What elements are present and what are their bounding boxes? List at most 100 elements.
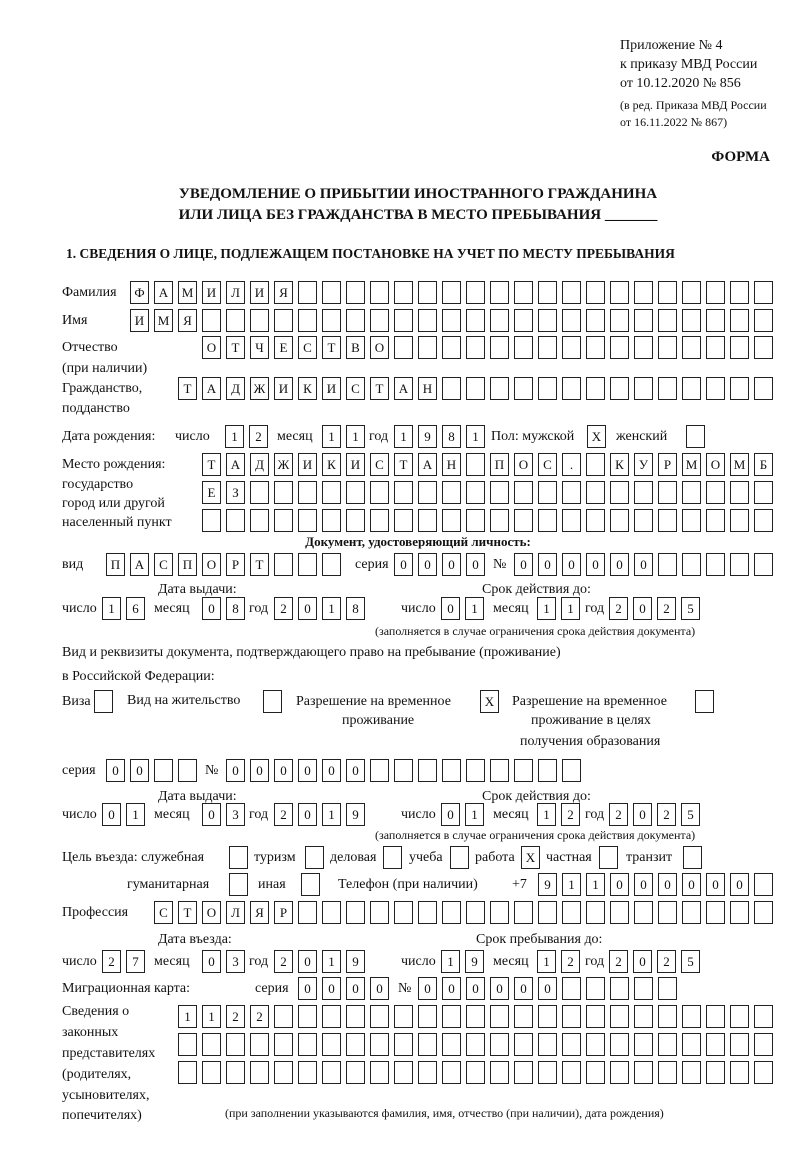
surname-char-box[interactable]: Ф (130, 281, 149, 304)
stay-year-char-box[interactable]: 5 (681, 950, 700, 973)
birthplace-char-box[interactable] (466, 453, 485, 476)
name-char-box[interactable] (250, 309, 269, 332)
residence-permit-checkbox[interactable] (263, 690, 282, 713)
name-char-box[interactable] (754, 309, 773, 332)
stay-expiry-day-char-box[interactable]: 0 (441, 803, 460, 826)
profession-char-box[interactable] (538, 901, 557, 924)
representatives-char-box[interactable] (394, 1061, 413, 1084)
surname-char-box[interactable] (658, 281, 677, 304)
phone-char-box[interactable]: 1 (562, 873, 581, 896)
issue-day-char-box[interactable]: 1 (102, 597, 121, 620)
citizenship-char-box[interactable]: Н (418, 377, 437, 400)
patronymic-char-box[interactable]: Т (322, 336, 341, 359)
profession-char-box[interactable] (466, 901, 485, 924)
doc-type-char-box[interactable]: Р (226, 553, 245, 576)
birthplace-char-box[interactable] (298, 509, 317, 532)
representatives-char-box[interactable] (466, 1033, 485, 1056)
purpose-tourism-checkbox[interactable] (305, 846, 324, 869)
doc-number-char-box[interactable] (658, 553, 677, 576)
entry-month-char-box[interactable]: 0 (202, 950, 221, 973)
surname-char-box[interactable] (514, 281, 533, 304)
citizenship-char-box[interactable]: Д (226, 377, 245, 400)
migration-series-char-box[interactable]: 0 (370, 977, 389, 1000)
citizenship-char-box[interactable] (730, 377, 749, 400)
citizenship-char-box[interactable] (634, 377, 653, 400)
migration-series-char-box[interactable]: 0 (322, 977, 341, 1000)
surname-char-box[interactable] (442, 281, 461, 304)
migration-number-char-box[interactable]: 0 (418, 977, 437, 1000)
representatives-char-box[interactable] (730, 1005, 749, 1028)
birthplace-char-box[interactable] (298, 481, 317, 504)
representatives-char-box[interactable] (586, 1005, 605, 1028)
doc-type-char-box[interactable] (274, 553, 293, 576)
citizenship-char-box[interactable] (442, 377, 461, 400)
birthplace-char-box[interactable] (586, 481, 605, 504)
citizenship-char-box[interactable] (562, 377, 581, 400)
stay-series-char-box[interactable]: 0 (106, 759, 125, 782)
representatives-char-box[interactable] (298, 1061, 317, 1084)
doc-type-char-box[interactable]: О (202, 553, 221, 576)
stay-year-char-box[interactable]: 0 (633, 950, 652, 973)
expiry-year-char-box[interactable]: 2 (609, 597, 628, 620)
representatives-char-box[interactable] (754, 1005, 773, 1028)
representatives-char-box[interactable] (538, 1033, 557, 1056)
birthplace-char-box[interactable] (754, 481, 773, 504)
stay-number-char-box[interactable] (442, 759, 461, 782)
birthplace-char-box[interactable]: К (322, 453, 341, 476)
entry-year-char-box[interactable]: 2 (274, 950, 293, 973)
issue-year-char-box[interactable]: 8 (346, 597, 365, 620)
birthplace-char-box[interactable] (274, 481, 293, 504)
representatives-char-box[interactable]: 1 (178, 1005, 197, 1028)
stay-number-char-box[interactable]: 0 (274, 759, 293, 782)
representatives-char-box[interactable] (250, 1061, 269, 1084)
birthplace-char-box[interactable] (394, 509, 413, 532)
profession-char-box[interactable]: С (154, 901, 173, 924)
name-char-box[interactable] (490, 309, 509, 332)
birthplace-char-box[interactable]: С (538, 453, 557, 476)
name-char-box[interactable] (394, 309, 413, 332)
representatives-char-box[interactable] (442, 1061, 461, 1084)
migration-number-char-box[interactable]: 0 (466, 977, 485, 1000)
stay-series-char-box[interactable] (178, 759, 197, 782)
profession-char-box[interactable]: Я (250, 901, 269, 924)
doc-series-char-box[interactable]: 0 (442, 553, 461, 576)
surname-char-box[interactable] (682, 281, 701, 304)
expiry-year-char-box[interactable]: 2 (657, 597, 676, 620)
stay-day-char-box[interactable]: 1 (441, 950, 460, 973)
birth-year-char-box[interactable]: 9 (418, 425, 437, 448)
name-char-box[interactable] (202, 309, 221, 332)
trp-checkbox[interactable]: X (480, 690, 499, 713)
migration-series-char-box[interactable]: 0 (298, 977, 317, 1000)
birth-month-char-box[interactable]: 1 (346, 425, 365, 448)
patronymic-char-box[interactable] (394, 336, 413, 359)
representatives-char-box[interactable] (226, 1033, 245, 1056)
patronymic-char-box[interactable]: О (370, 336, 389, 359)
profession-char-box[interactable]: Л (226, 901, 245, 924)
profession-char-box[interactable] (658, 901, 677, 924)
representatives-char-box[interactable] (490, 1033, 509, 1056)
patronymic-char-box[interactable] (418, 336, 437, 359)
representatives-char-box[interactable] (250, 1033, 269, 1056)
birthplace-char-box[interactable] (490, 481, 509, 504)
birthplace-char-box[interactable] (418, 481, 437, 504)
representatives-char-box[interactable] (538, 1061, 557, 1084)
citizenship-char-box[interactable]: Т (178, 377, 197, 400)
doc-series-char-box[interactable]: 0 (418, 553, 437, 576)
citizenship-char-box[interactable] (514, 377, 533, 400)
migration-number-char-box[interactable] (586, 977, 605, 1000)
birthplace-char-box[interactable] (538, 509, 557, 532)
citizenship-char-box[interactable]: К (298, 377, 317, 400)
doc-number-char-box[interactable] (754, 553, 773, 576)
profession-char-box[interactable] (514, 901, 533, 924)
representatives-char-box[interactable] (610, 1061, 629, 1084)
migration-number-char-box[interactable]: 0 (490, 977, 509, 1000)
doc-number-char-box[interactable]: 0 (634, 553, 653, 576)
profession-char-box[interactable] (610, 901, 629, 924)
birth-day-char-box[interactable]: 1 (225, 425, 244, 448)
stay-issue-day-char-box[interactable]: 1 (126, 803, 145, 826)
birthplace-char-box[interactable]: М (682, 453, 701, 476)
surname-char-box[interactable] (298, 281, 317, 304)
citizenship-char-box[interactable]: Т (370, 377, 389, 400)
stay-issue-year-char-box[interactable]: 9 (346, 803, 365, 826)
phone-char-box[interactable]: 9 (538, 873, 557, 896)
